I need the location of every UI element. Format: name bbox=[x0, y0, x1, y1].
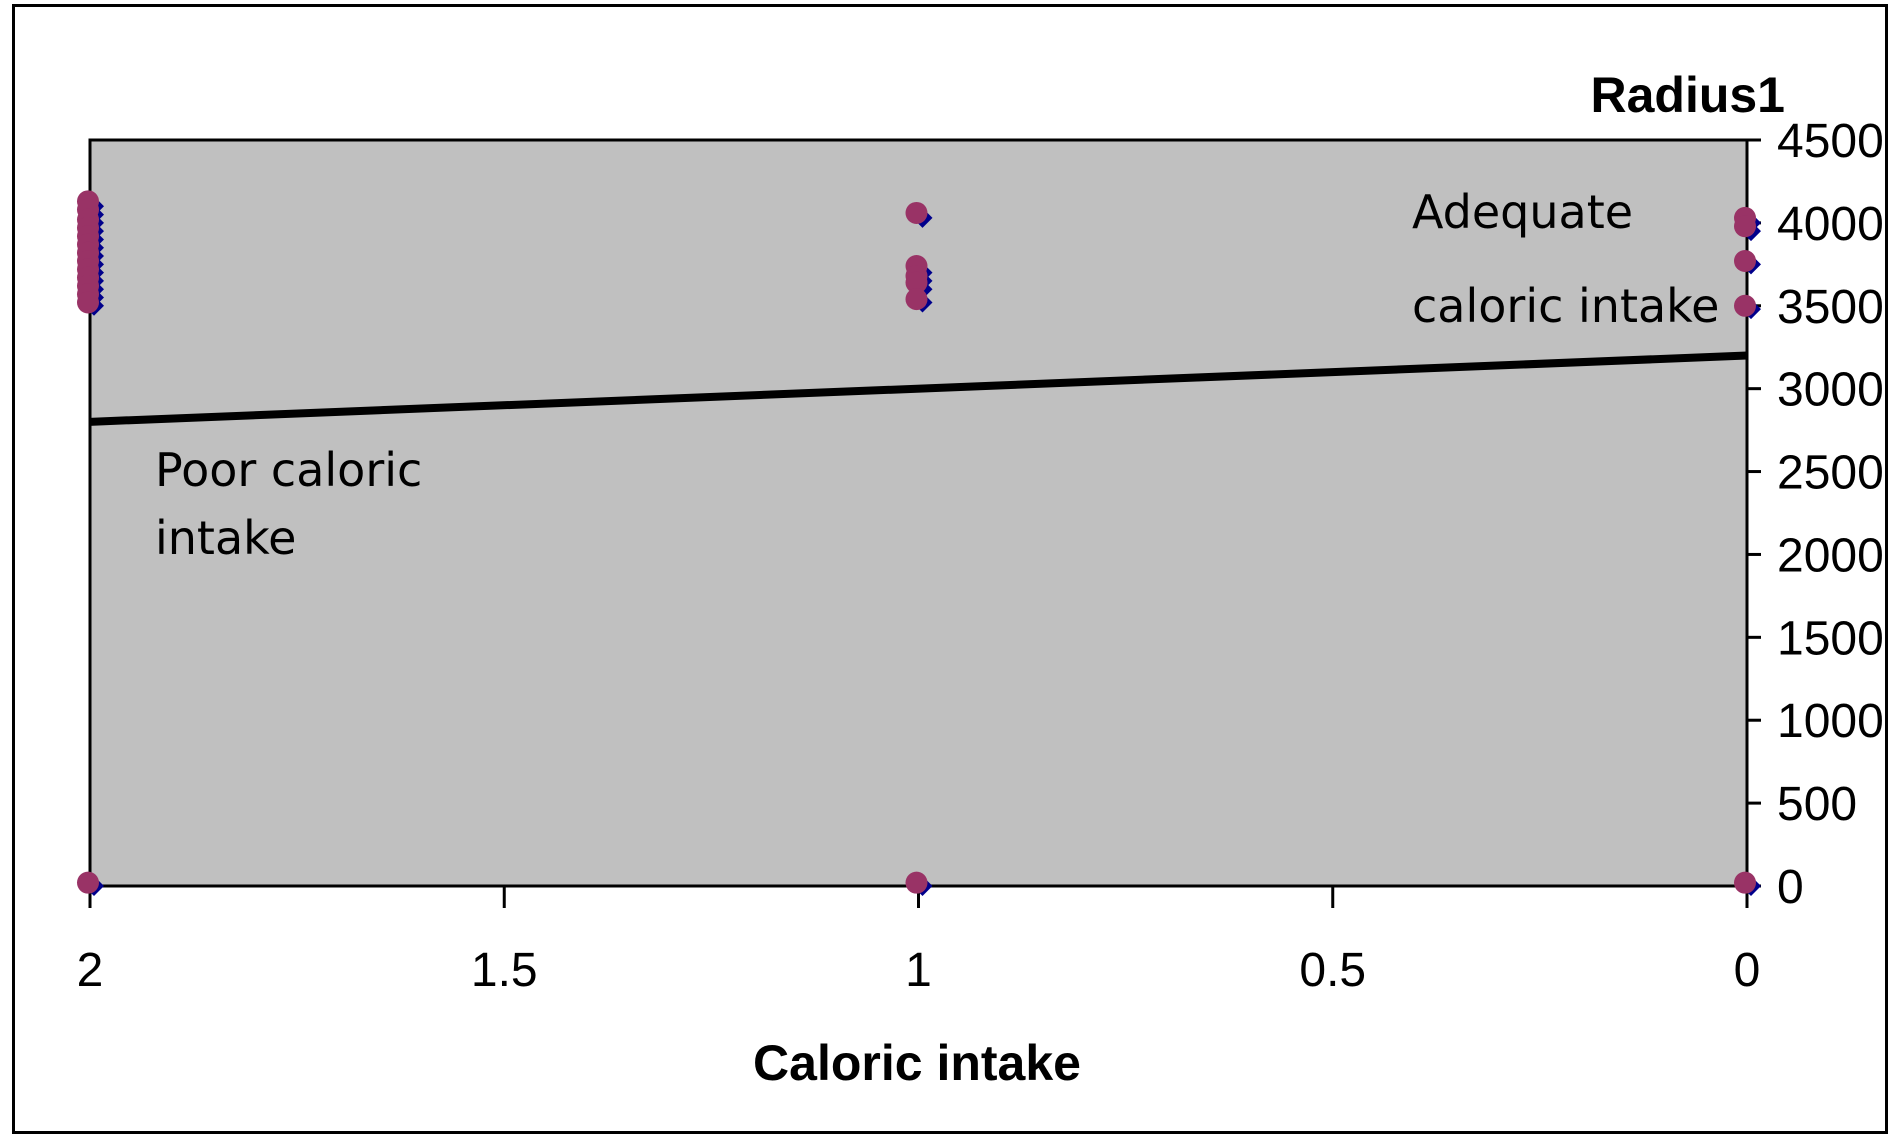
y-tick-label: 2000 bbox=[1777, 529, 1884, 582]
data-point-circle bbox=[1734, 294, 1756, 317]
annotation-poor: intake bbox=[155, 511, 296, 565]
y-tick-label: 1000 bbox=[1777, 695, 1884, 748]
y-axis-title: Radius1 bbox=[1590, 67, 1785, 123]
y-tick-label: 3000 bbox=[1777, 364, 1884, 417]
data-point-circle bbox=[905, 871, 928, 894]
data-point-circle bbox=[1734, 250, 1756, 273]
x-axis-title: Caloric intake bbox=[753, 1035, 1081, 1091]
y-tick-label: 4000 bbox=[1777, 198, 1884, 251]
y-tick-label: 3500 bbox=[1777, 281, 1884, 334]
annotation-adequate: Adequate bbox=[1412, 185, 1633, 239]
data-points bbox=[77, 190, 1761, 896]
y-axis: 4500 4000 3500 3000 2500 2000 1500 1000 500 0 bbox=[1747, 115, 1884, 914]
y-tick-label: 4500 bbox=[1777, 115, 1884, 168]
data-point-circle bbox=[905, 271, 928, 294]
x-tick-label: 0.5 bbox=[1299, 944, 1366, 997]
x-tick-label: 1.5 bbox=[471, 944, 538, 997]
data-point-circle bbox=[77, 871, 99, 894]
y-tick-label: 1500 bbox=[1777, 612, 1884, 665]
x-axis: 2 1.5 1 0.5 0 bbox=[77, 886, 1761, 997]
data-point-circle bbox=[1734, 871, 1756, 894]
annotation-adequate: caloric intake bbox=[1412, 279, 1719, 333]
threshold-line bbox=[89, 351, 1748, 426]
x-tick-label: 2 bbox=[77, 944, 104, 997]
x-tick-label: 1 bbox=[905, 944, 932, 997]
data-point-circle bbox=[77, 291, 99, 314]
annotations: Adequate caloric intake Poor caloric intake bbox=[155, 185, 1719, 565]
y-tick-label: 2500 bbox=[1777, 447, 1884, 500]
annotation-poor: Poor caloric bbox=[155, 443, 422, 497]
y-tick-label: 500 bbox=[1777, 778, 1857, 831]
y-tick-label: 0 bbox=[1777, 861, 1804, 914]
data-point-circle bbox=[905, 201, 928, 224]
data-point-circle bbox=[905, 288, 928, 311]
threshold-lines bbox=[89, 351, 1748, 426]
plot-area bbox=[88, 138, 1749, 888]
x-tick-label: 0 bbox=[1734, 944, 1761, 997]
data-point-circle bbox=[1734, 215, 1756, 238]
